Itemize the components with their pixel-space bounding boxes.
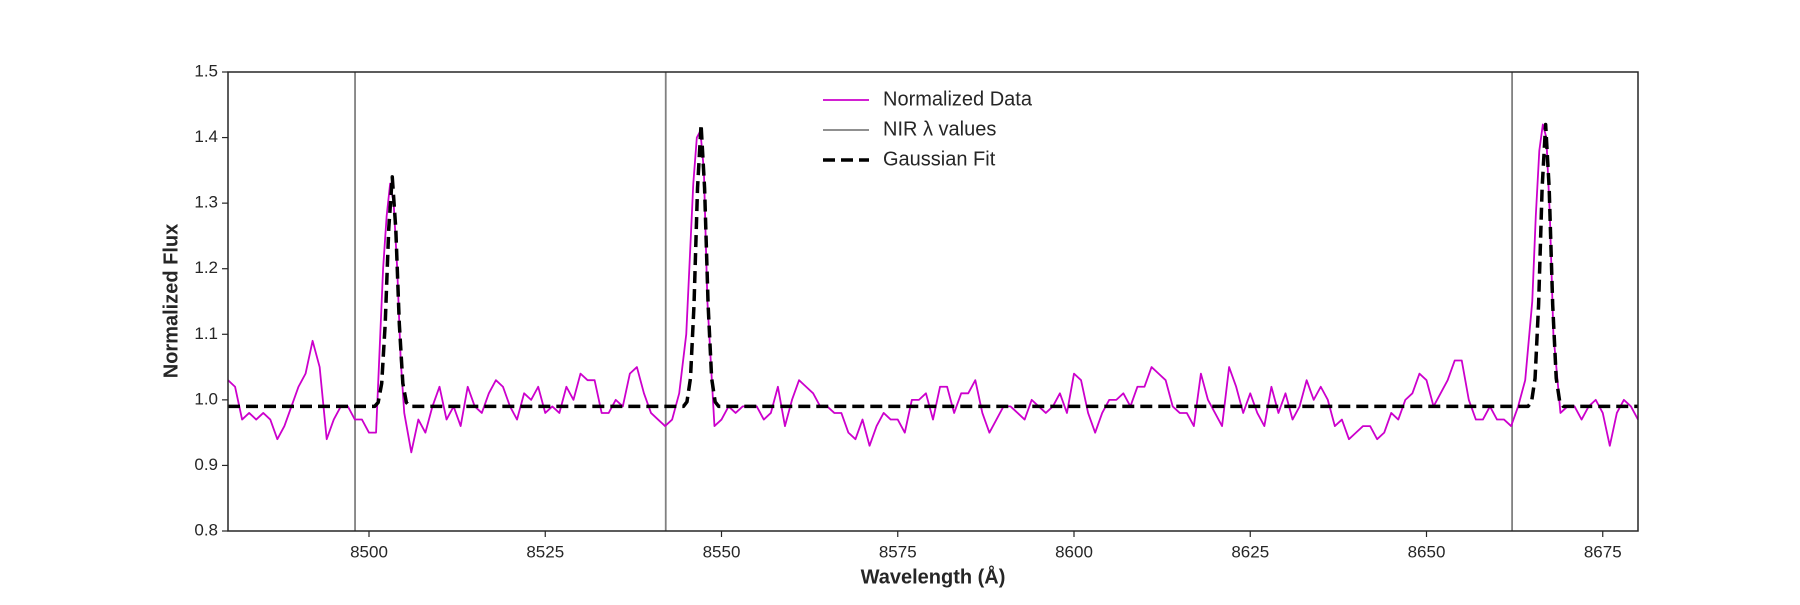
data-line xyxy=(228,122,1638,409)
legend-label: Gaussian Fit xyxy=(883,148,996,170)
y-tick-label: 1.2 xyxy=(194,258,218,277)
x-axis-label: Wavelength (Å) xyxy=(861,564,1006,588)
x-tick-label: 8575 xyxy=(879,542,917,561)
y-tick-label: 0.9 xyxy=(194,455,218,474)
y-tick-label: 0.8 xyxy=(194,520,218,539)
x-tick-label: 8525 xyxy=(526,542,564,561)
y-axis-label: Normalized Flux xyxy=(160,224,182,378)
x-tick-label: 8500 xyxy=(350,542,388,561)
y-tick-label: 1.0 xyxy=(194,389,218,408)
x-tick-label: 8550 xyxy=(703,542,741,561)
y-tick-label: 1.1 xyxy=(194,324,218,343)
x-tick-label: 8625 xyxy=(1231,542,1269,561)
data-line xyxy=(228,123,1638,454)
legend-label: Normalized Data xyxy=(883,88,1033,110)
y-tick-label: 1.3 xyxy=(194,193,218,212)
y-tick-label: 1.5 xyxy=(194,61,218,80)
x-tick-label: 8600 xyxy=(1055,542,1093,561)
plot-frame xyxy=(227,71,1639,532)
x-tick-label: 8650 xyxy=(1408,542,1446,561)
legend-label: NIR λ values xyxy=(883,118,996,140)
y-tick-label: 1.4 xyxy=(194,127,218,146)
x-tick-label: 8675 xyxy=(1584,542,1622,561)
